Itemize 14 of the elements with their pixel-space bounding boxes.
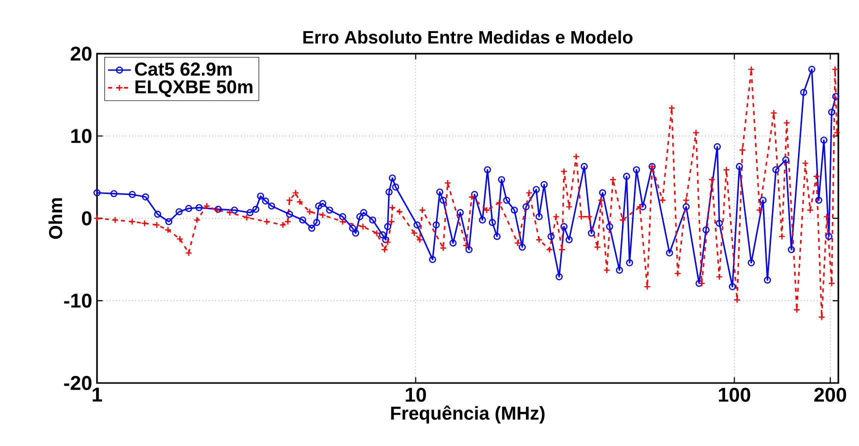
x-axis-title: Frequência (MHz) [391,406,545,424]
x-tick-label: 200 [814,388,846,402]
y-tick-label: -20 [64,376,92,390]
y-tick-label: 10 [71,128,92,144]
legend-label: ELQXBE 50m [135,80,252,97]
y-tick-label: 20 [70,46,92,61]
x-tick-label: 10 [406,388,426,402]
legend-label: Cat5 62.9m [135,62,232,76]
x-tick-label: 1 [92,388,102,402]
y-axis-title: Ohm [48,198,62,239]
x-tick-label: 100 [718,388,750,402]
y-tick-label: -10 [64,294,92,308]
chart-title: Erro Absoluto Entre Medidas e Modelo [303,30,632,44]
y-tick-label: 0 [82,211,92,226]
